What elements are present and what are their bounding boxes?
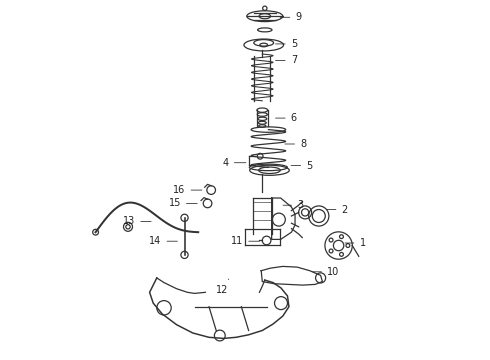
Text: 16: 16 — [173, 185, 202, 195]
Text: 6: 6 — [275, 113, 297, 123]
Text: 3: 3 — [283, 200, 303, 210]
Text: 10: 10 — [313, 267, 340, 277]
Text: 5: 5 — [275, 39, 297, 49]
Text: 9: 9 — [280, 12, 301, 22]
Text: 12: 12 — [217, 279, 229, 295]
Text: 13: 13 — [123, 216, 151, 226]
Text: 2: 2 — [327, 204, 348, 215]
Text: 11: 11 — [231, 236, 260, 246]
Text: 8: 8 — [285, 139, 306, 149]
Text: 15: 15 — [169, 198, 197, 208]
Text: 7: 7 — [275, 55, 297, 66]
Text: 1: 1 — [345, 238, 366, 248]
Text: 5: 5 — [291, 161, 313, 171]
Text: 14: 14 — [149, 236, 177, 246]
Text: 4: 4 — [222, 158, 246, 168]
